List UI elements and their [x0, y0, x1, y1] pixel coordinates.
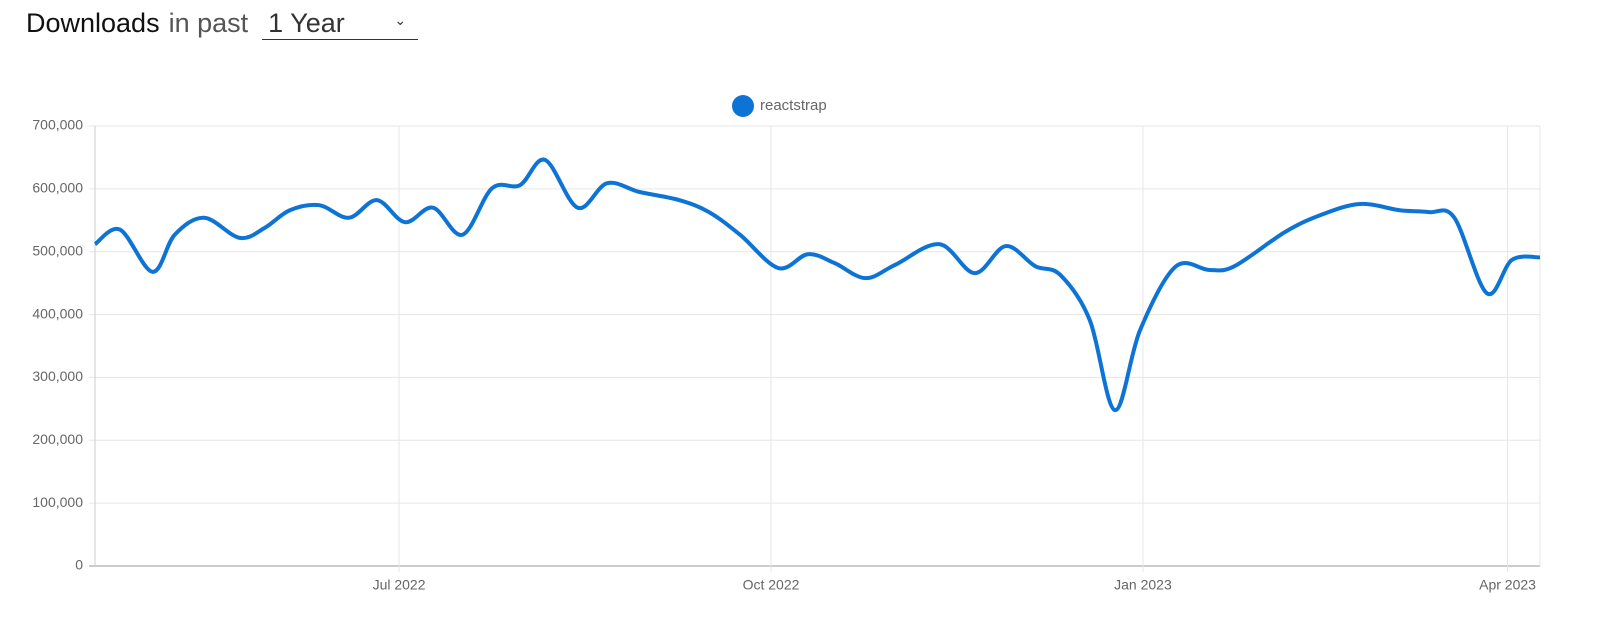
y-tick-label: 600,000 — [32, 180, 83, 196]
legend-label: reactstrap — [760, 97, 827, 114]
period-select[interactable]: 1 Year ⌄ — [262, 8, 419, 40]
title: Downloads — [26, 8, 160, 38]
legend-swatch — [732, 95, 754, 117]
x-tick-label: Jan 2023 — [1114, 577, 1172, 593]
y-tick-label: 400,000 — [32, 305, 83, 321]
y-tick-label: 0 — [75, 557, 83, 573]
caret: ⌄ — [394, 12, 407, 28]
y-tick-label: 700,000 — [32, 117, 83, 133]
period: 1 Year — [268, 8, 345, 38]
x-tick-label: Apr 2023 — [1479, 577, 1536, 593]
y-tick-label: 200,000 — [32, 431, 83, 447]
subtitle: in past — [168, 8, 249, 38]
header: Downloads in past 1 Year ⌄ — [26, 8, 419, 40]
y-tick-label: 300,000 — [32, 368, 83, 384]
y-tick-label: 500,000 — [32, 242, 83, 258]
x-tick-label: Oct 2022 — [743, 577, 800, 593]
line — [93, 157, 1541, 413]
y-tick-label: 100,000 — [32, 494, 83, 510]
x-tick-label: Jul 2022 — [373, 577, 426, 593]
